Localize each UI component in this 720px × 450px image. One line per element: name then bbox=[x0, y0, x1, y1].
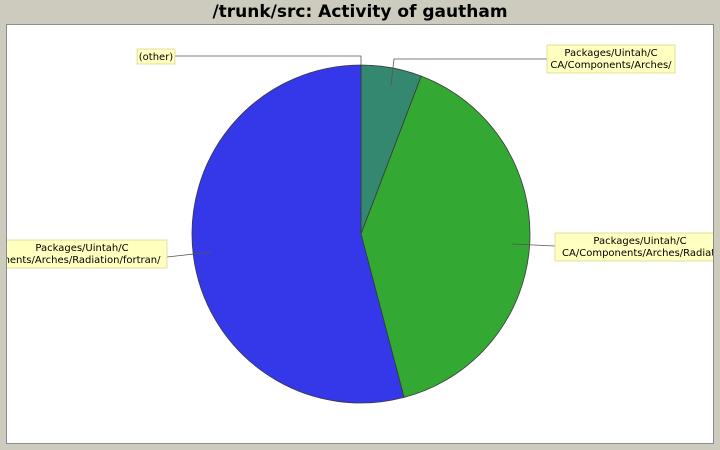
leader-line-2 bbox=[511, 243, 556, 247]
slice-label-1-line-1: CA/Components/Arches/ bbox=[550, 60, 672, 71]
leader-line-1 bbox=[390, 58, 547, 86]
chart-title: /trunk/src: Activity of gautham bbox=[212, 2, 508, 22]
slice-label-1-line-0: Packages/Uintah/C bbox=[564, 48, 657, 59]
pie-slice-2 bbox=[360, 75, 531, 398]
chart-plot-area: (other) Packages/Uintah/C CA/Components/Ar… bbox=[6, 24, 714, 444]
leader-line-3 bbox=[166, 251, 213, 258]
pie-chart: (other) Packages/Uintah/CCA/Components/Ar… bbox=[7, 44, 714, 404]
label-box-2 bbox=[554, 232, 713, 262]
slice-label-0-line-0: (other) bbox=[139, 52, 174, 63]
label-box-1 bbox=[546, 44, 676, 74]
slice-label-2-line-0: Packages/Uintah/C bbox=[593, 236, 686, 247]
leader-line-0 bbox=[175, 55, 362, 65]
pie-slice-3 bbox=[191, 64, 405, 404]
slice-label-3-line-1: nents/Arches/Radiation/fortran/ bbox=[7, 255, 161, 266]
slice-label-3-line-0: Packages/Uintah/C bbox=[35, 243, 128, 254]
label-box-3 bbox=[7, 239, 168, 269]
slice-label-2-line-1: CA/Components/Arches/Radiati bbox=[562, 248, 714, 259]
label-box-0 bbox=[136, 48, 176, 65]
